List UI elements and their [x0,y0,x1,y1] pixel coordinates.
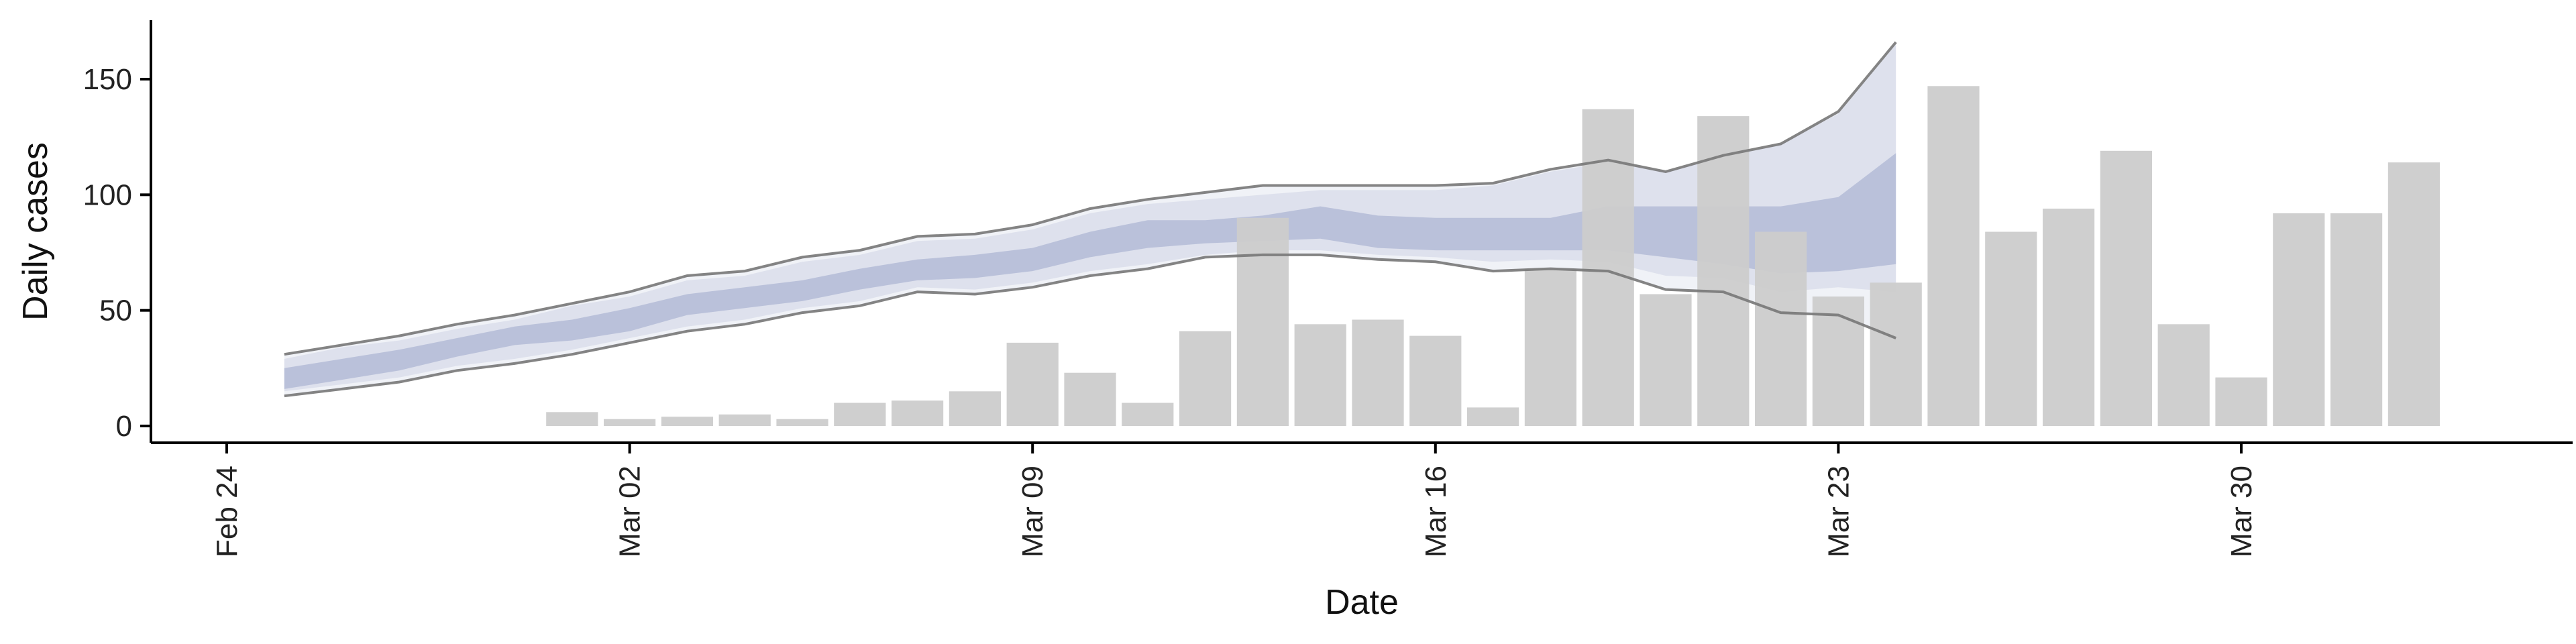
bar-2020-03-25 [1927,86,1980,427]
bar-2020-03-02 [604,419,656,426]
x-tick-label-2020-02-24: Feb 24 [211,466,244,557]
bar-2020-03-28 [2100,150,2152,427]
bar-2020-03-06 [834,402,886,426]
axes [150,20,2573,444]
bar-2020-03-29 [2157,324,2210,426]
bar-2020-03-13 [1236,217,1289,426]
bar-2020-03-11 [1122,402,1174,426]
bar-2020-03-14 [1294,324,1346,426]
bar-2020-04-02 [2387,162,2440,426]
bar-2020-03-19 [1582,109,1634,427]
forecast-band-layer [284,42,1896,396]
upper-bound-line [284,41,1897,356]
x-tick-label-2020-03-02: Mar 02 [614,466,647,557]
bound-line-layer [284,41,1897,398]
bar-2020-03-18 [1524,268,1576,426]
bar-2020-03-08 [949,391,1001,426]
bar-2020-03-12 [1179,331,1232,426]
bar-2020-03-16 [1409,335,1462,426]
lower-bound-line [284,253,1896,398]
bar-2020-03-09 [1006,342,1059,426]
bar-2020-03-24 [1870,282,1922,426]
bar-2020-03-20 [1640,294,1692,426]
bar-2020-04-01 [2330,213,2383,426]
bar-2020-03-07 [892,400,944,426]
bar-2020-03-23 [1812,297,1864,426]
x-tick-label-2020-03-16: Mar 16 [1419,466,1452,557]
x-axis-title: Date [1325,583,1399,622]
bar-2020-03-17 [1467,407,1519,426]
bar-2020-03-01 [546,412,598,426]
bar-2020-03-30 [2215,377,2267,426]
bar-layer [546,86,2440,427]
x-tick-label-2020-03-23: Mar 23 [1822,466,1855,557]
x-tick-label-2020-03-09: Mar 09 [1016,466,1049,557]
forecast-band-outer [284,44,1896,392]
bar-2020-03-31 [2273,213,2325,426]
bar-2020-03-15 [1352,319,1404,426]
y-tick-label-0: 0 [116,410,132,443]
bar-2020-03-22 [1755,231,1807,426]
forecast-band-full [284,42,1896,396]
y-tick-label-150: 150 [83,63,132,96]
bar-2020-03-21 [1697,116,1750,426]
bar-2020-03-10 [1064,372,1116,426]
tick-layer: 0 50 100 150 Feb 24 Mar 02 Mar 09 Mar 16 Mar 23 M… [83,63,2258,557]
y-tick-label-100: 100 [83,178,132,211]
x-tick-label-2020-03-30: Mar 30 [2225,466,2258,557]
y-tick-label-50: 50 [99,294,132,327]
bar-2020-03-03 [661,417,713,426]
bar-2020-03-05 [776,419,828,426]
y-axis-title: Daily cases [16,142,55,321]
bar-2020-03-26 [1985,231,2037,426]
bar-2020-03-27 [2043,209,2095,426]
bar-2020-03-04 [718,414,771,426]
